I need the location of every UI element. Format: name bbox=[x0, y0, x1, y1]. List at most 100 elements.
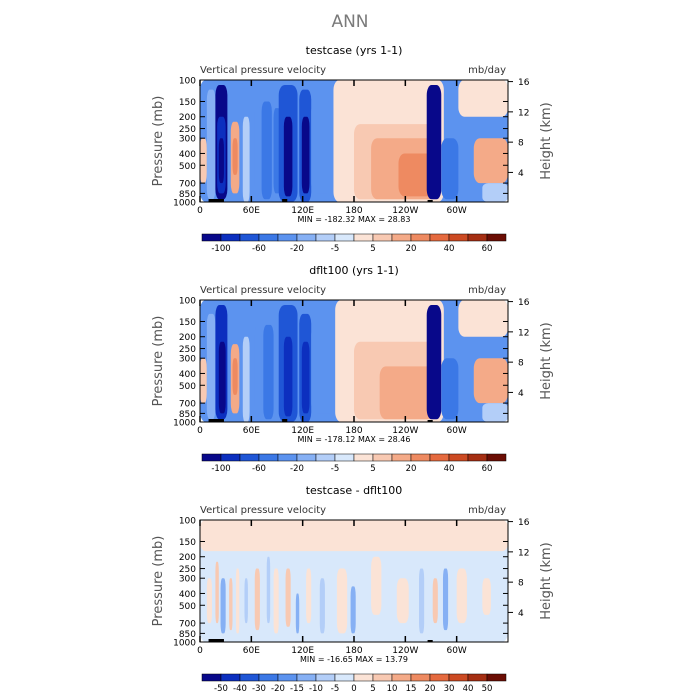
height-tick-label: 4 bbox=[518, 609, 524, 619]
y-axis-label-right: Height (km) bbox=[539, 102, 554, 179]
height-tick-label: 12 bbox=[518, 108, 529, 118]
pressure-tick-label: 850 bbox=[179, 410, 196, 420]
colorbar-swatch bbox=[239, 233, 260, 242]
min-max-stats: MIN = -16.65 MAX = 13.79 bbox=[300, 655, 408, 664]
pressure-tick-label: 200 bbox=[179, 553, 196, 563]
height-tick-label: 16 bbox=[518, 518, 530, 528]
colorbar-swatch bbox=[391, 673, 412, 682]
colorbar-swatch bbox=[258, 233, 279, 242]
panel-title: dflt100 (yrs 1-1) bbox=[309, 264, 399, 277]
contour-region bbox=[266, 556, 271, 624]
panel-units: mb/day bbox=[468, 65, 506, 76]
colorbar-label: -15 bbox=[290, 684, 304, 694]
contour-region bbox=[285, 568, 291, 627]
topography bbox=[427, 420, 433, 422]
pressure-tick-label: 100 bbox=[179, 297, 196, 307]
pressure-tick-label: 200 bbox=[179, 333, 196, 343]
height-tick-label: 8 bbox=[518, 139, 524, 149]
contour-region bbox=[458, 300, 508, 337]
colorbar-label: -100 bbox=[211, 244, 230, 254]
lon-tick-label: 120W bbox=[392, 206, 418, 216]
colorbar-label: -5 bbox=[331, 464, 339, 474]
contour-region bbox=[473, 138, 508, 184]
contour-region bbox=[295, 593, 300, 634]
pressure-tick-label: 1000 bbox=[173, 419, 196, 429]
topography bbox=[427, 200, 433, 202]
contour-region bbox=[426, 305, 442, 420]
lon-tick-label: 0 bbox=[197, 426, 203, 436]
contour-region bbox=[200, 358, 207, 404]
panel-1: testcase (yrs 1-1) Vertical pressure velo… bbox=[151, 44, 554, 254]
colorbar-swatch bbox=[315, 673, 336, 682]
pressure-tick-label: 150 bbox=[179, 318, 196, 328]
contour-field bbox=[200, 300, 508, 422]
pressure-tick-label: 200 bbox=[179, 113, 196, 123]
height-tick-label: 16 bbox=[518, 298, 530, 308]
contour-region bbox=[220, 578, 226, 634]
colorbar-swatch bbox=[391, 453, 412, 462]
lon-tick-label: 120E bbox=[291, 426, 314, 436]
colorbar-swatch bbox=[296, 233, 317, 242]
contour-field bbox=[200, 80, 508, 202]
lon-tick-label: 60W bbox=[446, 426, 466, 436]
contour-region bbox=[442, 568, 449, 631]
colorbar-swatch bbox=[220, 673, 241, 682]
contour-region bbox=[441, 138, 459, 200]
contour-region bbox=[244, 578, 248, 624]
height-tick-label: 8 bbox=[518, 579, 524, 589]
colorbar-swatch bbox=[429, 673, 450, 682]
pressure-tick-label: 500 bbox=[179, 162, 196, 172]
contour-region bbox=[232, 358, 238, 395]
y-axis-label: Pressure (mb) bbox=[151, 96, 166, 187]
panel-title: testcase (yrs 1-1) bbox=[306, 44, 403, 57]
colorbar-label: 60 bbox=[482, 464, 493, 474]
contour-region bbox=[473, 358, 508, 404]
colorbar-label: 20 bbox=[406, 464, 417, 474]
colorbar-swatch bbox=[372, 233, 393, 242]
pressure-tick-label: 500 bbox=[179, 602, 196, 612]
pressure-tick-label: 400 bbox=[179, 150, 196, 160]
colorbar-swatch bbox=[220, 233, 241, 242]
contour-region bbox=[311, 324, 336, 414]
pressure-tick-label: 700 bbox=[179, 180, 196, 190]
contour-region bbox=[319, 578, 325, 634]
lon-tick-label: 180 bbox=[345, 646, 362, 656]
height-tick-label: 4 bbox=[518, 169, 524, 179]
contour-region bbox=[254, 101, 260, 197]
panel-left-string: Vertical pressure velocity bbox=[200, 65, 326, 76]
colorbar-swatch bbox=[429, 453, 450, 462]
contour-region bbox=[396, 578, 409, 624]
pressure-tick-label: 100 bbox=[179, 517, 196, 527]
lon-tick-label: 0 bbox=[197, 646, 203, 656]
contour-region bbox=[206, 313, 216, 420]
colorbar-label: 5 bbox=[370, 244, 375, 254]
contour-region bbox=[311, 101, 334, 194]
topography bbox=[282, 199, 288, 202]
colorbar-swatch bbox=[486, 453, 507, 462]
pressure-tick-label: 300 bbox=[179, 355, 196, 365]
colorbar-swatch bbox=[410, 233, 431, 242]
contour-region bbox=[242, 336, 250, 422]
contour-region bbox=[206, 89, 216, 200]
pressure-tick-label: 150 bbox=[179, 98, 196, 108]
colorbar-label: 0 bbox=[351, 684, 356, 694]
colorbar-swatch bbox=[201, 453, 222, 462]
colorbar-swatch bbox=[448, 233, 469, 242]
contour-region bbox=[232, 138, 238, 175]
contour-region bbox=[371, 556, 382, 615]
contour-region bbox=[215, 561, 219, 624]
colorbar-label: 20 bbox=[425, 684, 436, 694]
lon-tick-label: 180 bbox=[345, 206, 362, 216]
height-tick-label: 8 bbox=[518, 359, 524, 369]
contour-region bbox=[254, 324, 262, 417]
y-axis-label: Pressure (mb) bbox=[151, 316, 166, 407]
colorbar-swatch bbox=[258, 453, 279, 462]
contour-region bbox=[254, 568, 260, 631]
contour-region bbox=[218, 341, 226, 414]
colorbar-swatch bbox=[467, 233, 488, 242]
panel-units: mb/day bbox=[468, 285, 506, 296]
contour-region bbox=[235, 568, 240, 634]
colorbar-swatch bbox=[372, 453, 393, 462]
lon-tick-label: 0 bbox=[197, 206, 203, 216]
